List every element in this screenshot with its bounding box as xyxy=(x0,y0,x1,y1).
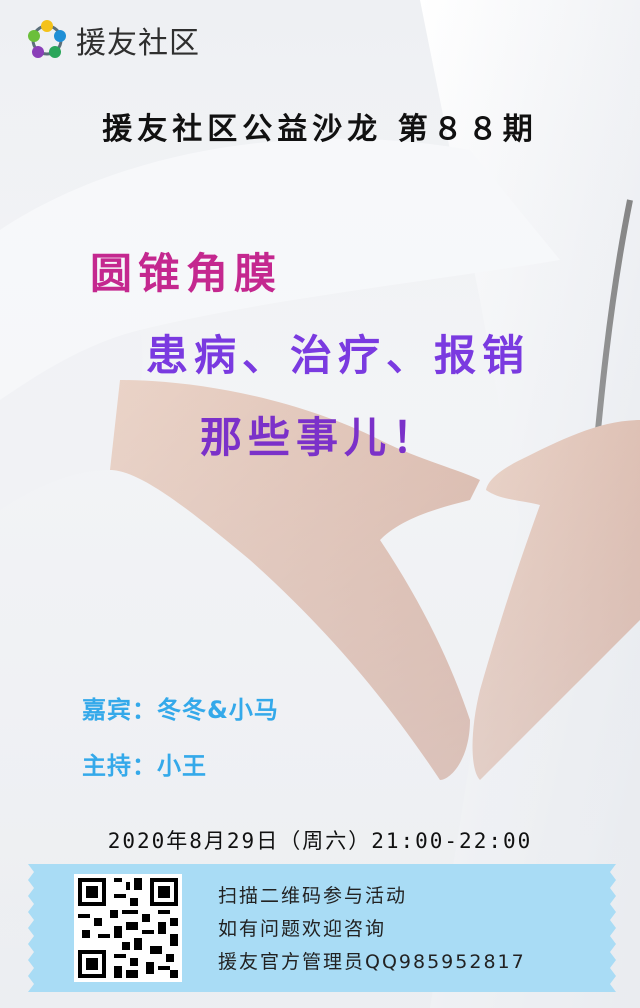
headline-topic: 圆锥角膜 xyxy=(90,249,283,298)
event-datetime: 2020年8月29日（周六）21:00-22:00 xyxy=(107,829,533,853)
host-line: 主持：小王 xyxy=(82,752,207,780)
info-contact-line: 如有问题欢迎咨询 xyxy=(218,918,387,940)
headline-tagline: 那些事儿！ xyxy=(200,413,441,462)
ticket-notch-right xyxy=(606,864,616,992)
logo-text: 援友社区 xyxy=(76,26,200,61)
info-scan-line: 扫描二维码参与活动 xyxy=(218,885,408,907)
info-panel: 扫描二维码参与活动 如有问题欢迎咨询 援友官方管理员QQ985952817 xyxy=(28,864,616,992)
info-admin-qq: 援友官方管理员QQ985952817 xyxy=(218,951,526,973)
guest-line: 嘉宾：冬冬&小马 xyxy=(82,696,279,724)
salon-title: 援友社区公益沙龙 第８８期 xyxy=(102,112,538,147)
logo: 援友社区 xyxy=(26,18,200,62)
headline-subtopics: 患病、治疗、报销 xyxy=(146,331,531,380)
community-logo-icon xyxy=(28,20,66,58)
qr-code-icon[interactable] xyxy=(74,874,182,982)
ticket-notch-left xyxy=(28,864,38,992)
info-text: 扫描二维码参与活动 如有问题欢迎咨询 援友官方管理员QQ985952817 xyxy=(218,880,526,979)
